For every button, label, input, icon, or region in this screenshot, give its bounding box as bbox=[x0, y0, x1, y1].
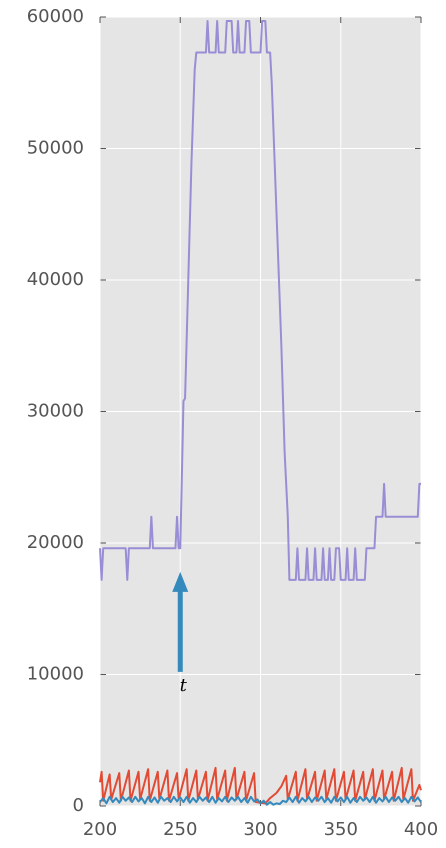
y-tick-label: 40000 bbox=[27, 269, 84, 290]
line bbox=[99, 795, 422, 806]
annotation-label: t bbox=[180, 675, 188, 696]
y-tick-label: 50000 bbox=[27, 138, 84, 159]
y-tick-label: 0 bbox=[73, 795, 84, 816]
line bbox=[99, 19, 421, 581]
y-tick-label: 10000 bbox=[27, 664, 84, 685]
x-tick-label: 400 bbox=[404, 819, 438, 840]
y-tick-label: 20000 bbox=[27, 532, 84, 553]
x-tick-label: 300 bbox=[243, 819, 277, 840]
arrow-head bbox=[172, 571, 189, 592]
x-tick-label: 350 bbox=[324, 819, 358, 840]
y-tick-label: 30000 bbox=[27, 401, 84, 422]
line bbox=[99, 766, 422, 805]
x-tick-label: 250 bbox=[163, 819, 197, 840]
y-tick-label: 60000 bbox=[27, 6, 84, 27]
x-tick-label: 200 bbox=[83, 819, 117, 840]
